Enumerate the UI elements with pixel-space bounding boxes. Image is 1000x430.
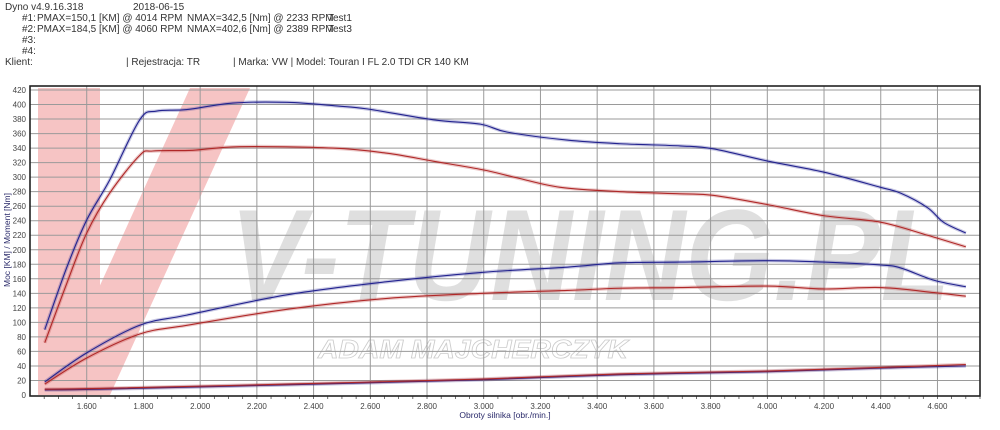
y-tick-label: 420 (13, 86, 27, 95)
run-3-id: #3: (22, 35, 36, 46)
x-tick-label: 4.400 (871, 402, 892, 411)
series-test1-loss (44, 363, 966, 390)
x-tick-label: 3.400 (587, 402, 608, 411)
series-test3-torque (44, 101, 967, 330)
x-tick-label: 3.200 (530, 402, 551, 411)
run-1-name: Test1 (328, 13, 352, 24)
grid (30, 86, 980, 396)
y-tick-label: 220 (13, 231, 27, 240)
run-2-id: #2: (22, 24, 36, 35)
x-tick-label: 2.000 (190, 402, 211, 411)
y-tick-label: 380 (13, 115, 27, 124)
x-tick-label: 2.800 (417, 402, 438, 411)
watermark-brand: V-TUNING.PL (230, 182, 950, 328)
y-tick-label: 80 (17, 333, 26, 342)
y-tick-label: 200 (13, 246, 27, 255)
y-tick-label: 0 (22, 391, 27, 400)
registration: | Rejestracja: TR (126, 57, 201, 68)
x-tick-label: 1.600 (77, 402, 98, 411)
x-tick-label: 2.600 (360, 402, 381, 411)
series-test3-power (44, 260, 966, 383)
y-tick-label: 40 (17, 362, 26, 371)
y-tick-label: 320 (13, 159, 27, 168)
x-tick-label: 4.200 (814, 402, 835, 411)
x-tick-label: 2.400 (304, 402, 325, 411)
axes: 0 20 40 60 80 100 120 140 160 180 200 220 240 260 280 3… (13, 85, 981, 411)
y-tick-label: 120 (13, 304, 27, 313)
y-tick-label: 60 (17, 347, 26, 356)
y-tick-label: 140 (13, 289, 27, 298)
series-lines (43, 100, 967, 392)
y-tick-label: 300 (13, 173, 27, 182)
x-tick-label: 3.000 (474, 402, 495, 411)
x-tick-label: 3.800 (701, 402, 722, 411)
y-tick-label: 340 (13, 144, 27, 153)
y-tick-label: 280 (13, 188, 27, 197)
run-1-nmax: NMAX=342,5 [Nm] @ 2233 RPM (187, 13, 334, 24)
x-axis-label: Obroty silnika [obr./min.] (459, 410, 550, 420)
run-1-id: #1: (22, 13, 36, 24)
test-date: 2018-06-15 (133, 2, 185, 13)
watermark-name: ADAM MAJCHERCZYK (317, 334, 631, 364)
y-tick-label: 360 (13, 130, 27, 139)
y-axis-label: Moc [KM] / Moment [Nm] (2, 193, 12, 287)
series-test1-torque (44, 146, 966, 343)
x-tick-label: 2.200 (247, 402, 268, 411)
y-tick-label: 240 (13, 217, 27, 226)
run-2-nmax: NMAX=402,6 [Nm] @ 2389 RPM (187, 24, 334, 35)
y-tick-label: 100 (13, 318, 27, 327)
series-test1-loss-halo (44, 362, 966, 391)
run-2-name: Test3 (328, 24, 352, 35)
client-label: Klient: (5, 57, 33, 68)
series-test3-loss (44, 365, 966, 391)
y-tick-label: 180 (13, 260, 27, 269)
plot-frame (29, 85, 981, 397)
run-4-id: #4: (22, 46, 36, 57)
x-tick-label: 4.600 (927, 402, 948, 411)
y-tick-label: 160 (13, 275, 27, 284)
app-version: Dyno v4.9.16.318 (5, 2, 84, 13)
x-tick-label: 3.600 (644, 402, 665, 411)
y-tick-label: 400 (13, 101, 27, 110)
vehicle-info: | Marka: VW | Model: Touran I FL 2.0 TDI… (233, 57, 469, 68)
y-tick-label: 260 (13, 202, 27, 211)
y-tick-label: 20 (17, 376, 26, 385)
run-1-pmax: PMAX=150,1 [KM] @ 4014 RPM (37, 13, 183, 24)
x-tick-label: 4.000 (757, 402, 778, 411)
run-2-pmax: PMAX=184,5 [KM] @ 4060 RPM (37, 24, 183, 35)
x-tick-label: 1.800 (133, 402, 154, 411)
series-test1-power (44, 285, 966, 385)
